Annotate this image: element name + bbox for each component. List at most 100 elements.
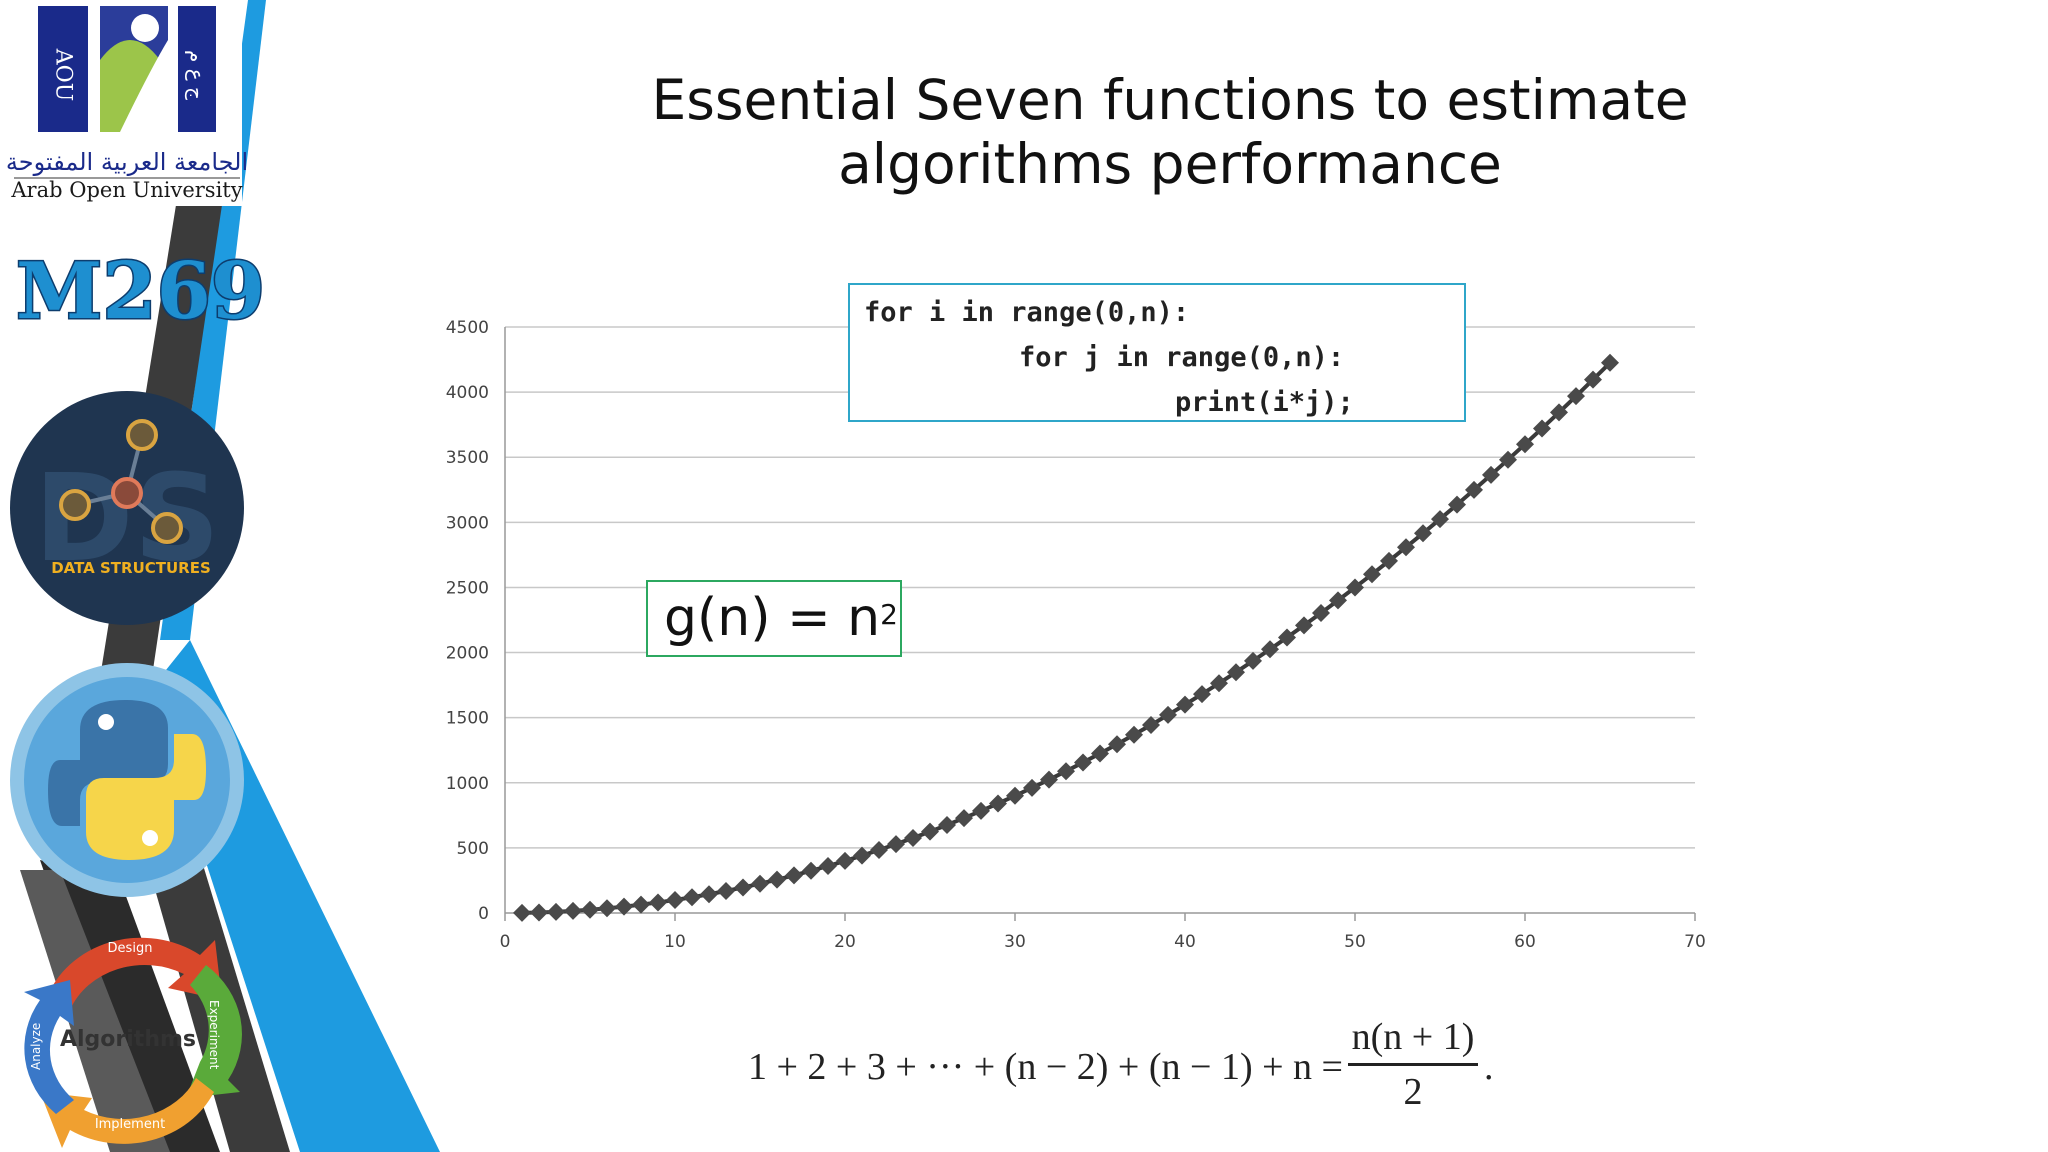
code-line-inner-loop: for j in range(0,n):	[1019, 342, 1345, 373]
x-tick-label: 20	[834, 932, 856, 952]
data-point	[700, 885, 718, 904]
course-code: M269	[16, 246, 265, 337]
data-point	[547, 902, 565, 921]
y-tick-label: 4000	[446, 383, 489, 403]
data-point	[1125, 725, 1143, 744]
x-tick-label: 70	[1684, 932, 1706, 952]
data-point	[955, 809, 973, 828]
data-point	[683, 888, 701, 907]
y-tick-label: 1500	[446, 709, 489, 729]
chart-axes	[504, 327, 1696, 921]
data-structures-badge: DS DATA STRUCTURES	[10, 391, 244, 625]
sum-formula-numerator: n(n + 1)	[1351, 1016, 1475, 1058]
data-point	[1159, 705, 1177, 724]
y-tick-label: 1000	[446, 774, 489, 794]
data-point	[530, 903, 548, 922]
data-point	[564, 901, 582, 920]
data-point	[1227, 663, 1245, 682]
data-point	[1397, 538, 1415, 557]
data-point	[1244, 651, 1262, 670]
data-point	[1295, 616, 1313, 635]
data-point	[615, 897, 633, 916]
data-point	[1516, 435, 1534, 454]
cycle-right-label: Experiment	[207, 1000, 221, 1070]
x-tick-label: 0	[500, 932, 511, 952]
growth-function-exponent: 2	[880, 598, 898, 631]
data-point	[1414, 524, 1432, 543]
y-tick-label: 4500	[446, 318, 489, 338]
aou-logo: AOU ج ع م الجامعة العربية المفتوحة Arab …	[6, 0, 248, 206]
data-point	[921, 822, 939, 841]
sum-formula-left: 1 + 2 + 3 + ··· + (n − 2) + (n − 1) + n …	[748, 1046, 1343, 1088]
data-point	[598, 899, 616, 918]
data-point	[1601, 353, 1619, 372]
data-structures-label: DATA STRUCTURES	[51, 559, 211, 577]
data-point	[734, 878, 752, 897]
data-point	[1210, 674, 1228, 693]
data-point	[938, 815, 956, 834]
data-point	[1329, 591, 1347, 610]
data-point	[1482, 465, 1500, 484]
data-point	[1057, 762, 1075, 781]
data-point	[904, 828, 922, 847]
y-tick-labels: 0 500 1000 1500 2000 2500 3000 3500 4000 4500	[446, 318, 489, 924]
university-arabic-name: الجامعة العربية المفتوحة	[6, 148, 248, 176]
data-point	[1142, 715, 1160, 734]
data-point	[513, 903, 531, 922]
sum-formula-fraction-bar	[1348, 1063, 1478, 1066]
x-tick-label: 30	[1004, 932, 1026, 952]
sum-formula-period: .	[1484, 1046, 1494, 1088]
data-point	[785, 866, 803, 885]
y-tick-label: 3000	[446, 513, 489, 533]
data-point	[1380, 551, 1398, 570]
x-tick-label: 40	[1174, 932, 1196, 952]
cycle-top-label: Design	[108, 941, 153, 956]
algorithms-cycle-icon: Algorithms Design Experiment Implement A…	[24, 937, 242, 1148]
slide-title: Essential Seven functions to estimate al…	[651, 68, 1689, 196]
y-tick-label: 500	[457, 839, 489, 859]
sum-formula-denominator: 2	[1403, 1071, 1423, 1113]
aou-logo-letters: AOU	[51, 48, 76, 101]
x-tick-label: 50	[1344, 932, 1366, 952]
data-point	[1363, 565, 1381, 584]
python-logo-icon	[10, 663, 244, 897]
sidebar-decoration: AOU ج ع م الجامعة العربية المفتوحة Arab …	[6, 0, 440, 1152]
data-point	[1499, 450, 1517, 469]
data-point	[1465, 480, 1483, 499]
data-point	[1584, 370, 1602, 389]
data-point	[853, 846, 871, 865]
cycle-left-label: Analyze	[29, 1023, 43, 1070]
chart-series	[513, 353, 1619, 922]
data-point	[1533, 419, 1551, 438]
data-point	[1448, 495, 1466, 514]
data-point	[581, 900, 599, 919]
y-tick-label: 2500	[446, 578, 489, 598]
university-english-name: Arab Open University	[10, 178, 242, 202]
x-tick-labels: 0 10 20 30 40 50 60 70	[500, 932, 1706, 952]
data-point	[1193, 685, 1211, 704]
data-point	[649, 893, 667, 912]
cycle-center-label: Algorithms	[60, 1027, 196, 1052]
data-point	[870, 840, 888, 859]
data-point	[1431, 510, 1449, 529]
data-point	[632, 895, 650, 914]
data-point	[836, 851, 854, 870]
data-point	[1312, 603, 1330, 622]
data-point	[1091, 744, 1109, 763]
growth-function-label: g(n) = n2	[646, 580, 902, 657]
sum-formula-fraction: n(n + 1) 2	[1348, 1015, 1478, 1114]
y-tick-label: 3500	[446, 448, 489, 468]
data-point	[717, 881, 735, 900]
y-tick-label: 2000	[446, 644, 489, 664]
data-point	[887, 835, 905, 854]
data-point	[751, 874, 769, 893]
aou-logo-arabic-letters: ج ع م	[185, 50, 209, 100]
data-point	[768, 870, 786, 889]
y-tick-label: 0	[478, 904, 489, 924]
data-point	[972, 801, 990, 820]
code-line-outer-loop: for i in range(0,n):	[864, 297, 1190, 328]
data-point	[1346, 578, 1364, 597]
data-point	[1550, 403, 1568, 422]
code-snippet-box: for i in range(0,n): for j in range(0,n)…	[848, 283, 1466, 422]
data-point	[1567, 387, 1585, 406]
